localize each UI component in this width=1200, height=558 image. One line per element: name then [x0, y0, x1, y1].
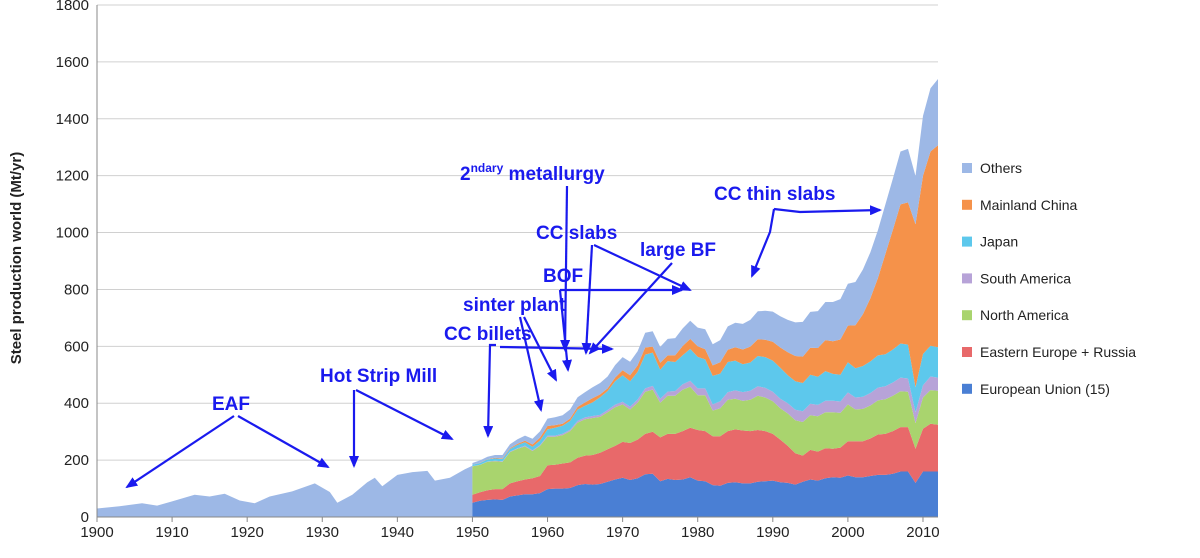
x-tick-label: 1930	[306, 524, 339, 541]
arrow-secondary	[560, 185, 571, 352]
x-tick-label: 1920	[230, 524, 263, 541]
y-tick-label: 1400	[56, 111, 89, 128]
x-tick-label: 1910	[155, 524, 188, 541]
area-north-america	[472, 386, 938, 495]
axes: 0 200 400 600 800 1000 1200 1400 1600 1800 1900 191…	[56, 0, 940, 541]
legend-swatch-japan	[962, 236, 972, 247]
annotation-large-bf: large BF	[640, 240, 716, 261]
annotation-eaf: EAF	[212, 394, 250, 415]
annotation-cc-thin-slabs: CC thin slabs	[714, 184, 835, 205]
annotation-cc-billets: CC billets	[444, 324, 532, 345]
legend-label-japan: Japan	[980, 234, 1018, 250]
legend-swatch-mainland-china	[962, 199, 972, 210]
x-tick-label: 1990	[756, 524, 789, 541]
area-european-union-15	[472, 471, 938, 517]
legend-label-north-america: North America	[980, 307, 1069, 323]
legend-label-eastern-europe-russia: Eastern Europe + Russia	[980, 344, 1136, 360]
annotation-secondary-base: 2	[460, 164, 471, 185]
arrow-eaf-right	[237, 415, 330, 468]
legend: Others Mainland China Japan South America No…	[962, 160, 1136, 397]
annotation-hot-strip-mill: Hot Strip Mill	[320, 366, 437, 387]
area-eastern-europe-russia	[472, 423, 938, 503]
x-tick-label: 1980	[681, 524, 714, 541]
x-tick-label: 1940	[381, 524, 414, 541]
x-tick-label: 1950	[456, 524, 489, 541]
y-tick-label: 600	[64, 338, 89, 355]
y-tick-label: 1200	[56, 168, 89, 185]
y-tick-label: 0	[81, 509, 89, 526]
legend-label-mainland-china: Mainland China	[980, 197, 1077, 213]
legend-swatch-north-america	[962, 310, 972, 321]
arrow-cc-slabs-left	[581, 244, 594, 355]
y-tick-label: 200	[64, 452, 89, 469]
annotation-cc-slabs: CC slabs	[536, 223, 617, 244]
legend-label-others: Others	[980, 160, 1022, 176]
y-tick-label: 400	[64, 395, 89, 412]
x-tick-label: 2010	[906, 524, 939, 541]
arrow-cc-thin-slabs-right	[773, 205, 882, 216]
legend-swatch-eastern-europe-russia	[962, 347, 972, 357]
gridlines	[97, 4, 938, 461]
arrow-sinter-right	[523, 316, 557, 382]
arrow-cc-thin-slabs	[750, 208, 776, 278]
x-tick-label: 1900	[80, 524, 113, 541]
area-japan	[472, 343, 938, 467]
x-tick-label: 1970	[606, 524, 639, 541]
legend-label-south-america: South America	[980, 270, 1071, 286]
arrow-hsm-right	[355, 389, 454, 440]
stacked-areas	[97, 79, 938, 517]
y-tick-label: 800	[64, 281, 89, 298]
annotation-bof: BOF	[543, 266, 583, 287]
y-tick-label: 1600	[56, 54, 89, 71]
legend-swatch-others	[962, 163, 972, 173]
y-axis-title: Steel production world (Mt/yr)	[8, 152, 25, 365]
arrow-sinter-left	[518, 316, 544, 412]
arrow-bof-1	[558, 289, 572, 372]
arrow-large-bf	[588, 262, 673, 355]
annotations: EAF Hot Strip Mill CC billets sinter pla…	[125, 161, 882, 489]
annotation-sinter-plant: sinter plant	[463, 295, 566, 316]
arrow-cc-slabs-right	[593, 244, 692, 291]
legend-swatch-european-union-15	[962, 383, 972, 394]
x-tick-label: 2000	[831, 524, 864, 541]
y-tick-label: 1800	[56, 0, 89, 14]
area-world-pre-1950	[97, 465, 473, 517]
legend-label-european-union-15: European Union (15)	[980, 381, 1110, 397]
annotation-secondary-rest: metallurgy	[503, 164, 605, 185]
arrow-cc-billets-1	[483, 343, 496, 438]
annotation-secondary-metallurgy: 2ndary metallurgy	[460, 161, 605, 185]
x-tick-label: 1960	[531, 524, 564, 541]
y-tick-label: 1000	[56, 225, 89, 242]
arrow-eaf-left	[125, 415, 235, 489]
annotation-secondary-sup: ndary	[471, 161, 504, 175]
area-south-america	[472, 376, 938, 467]
legend-swatch-south-america	[962, 273, 972, 284]
